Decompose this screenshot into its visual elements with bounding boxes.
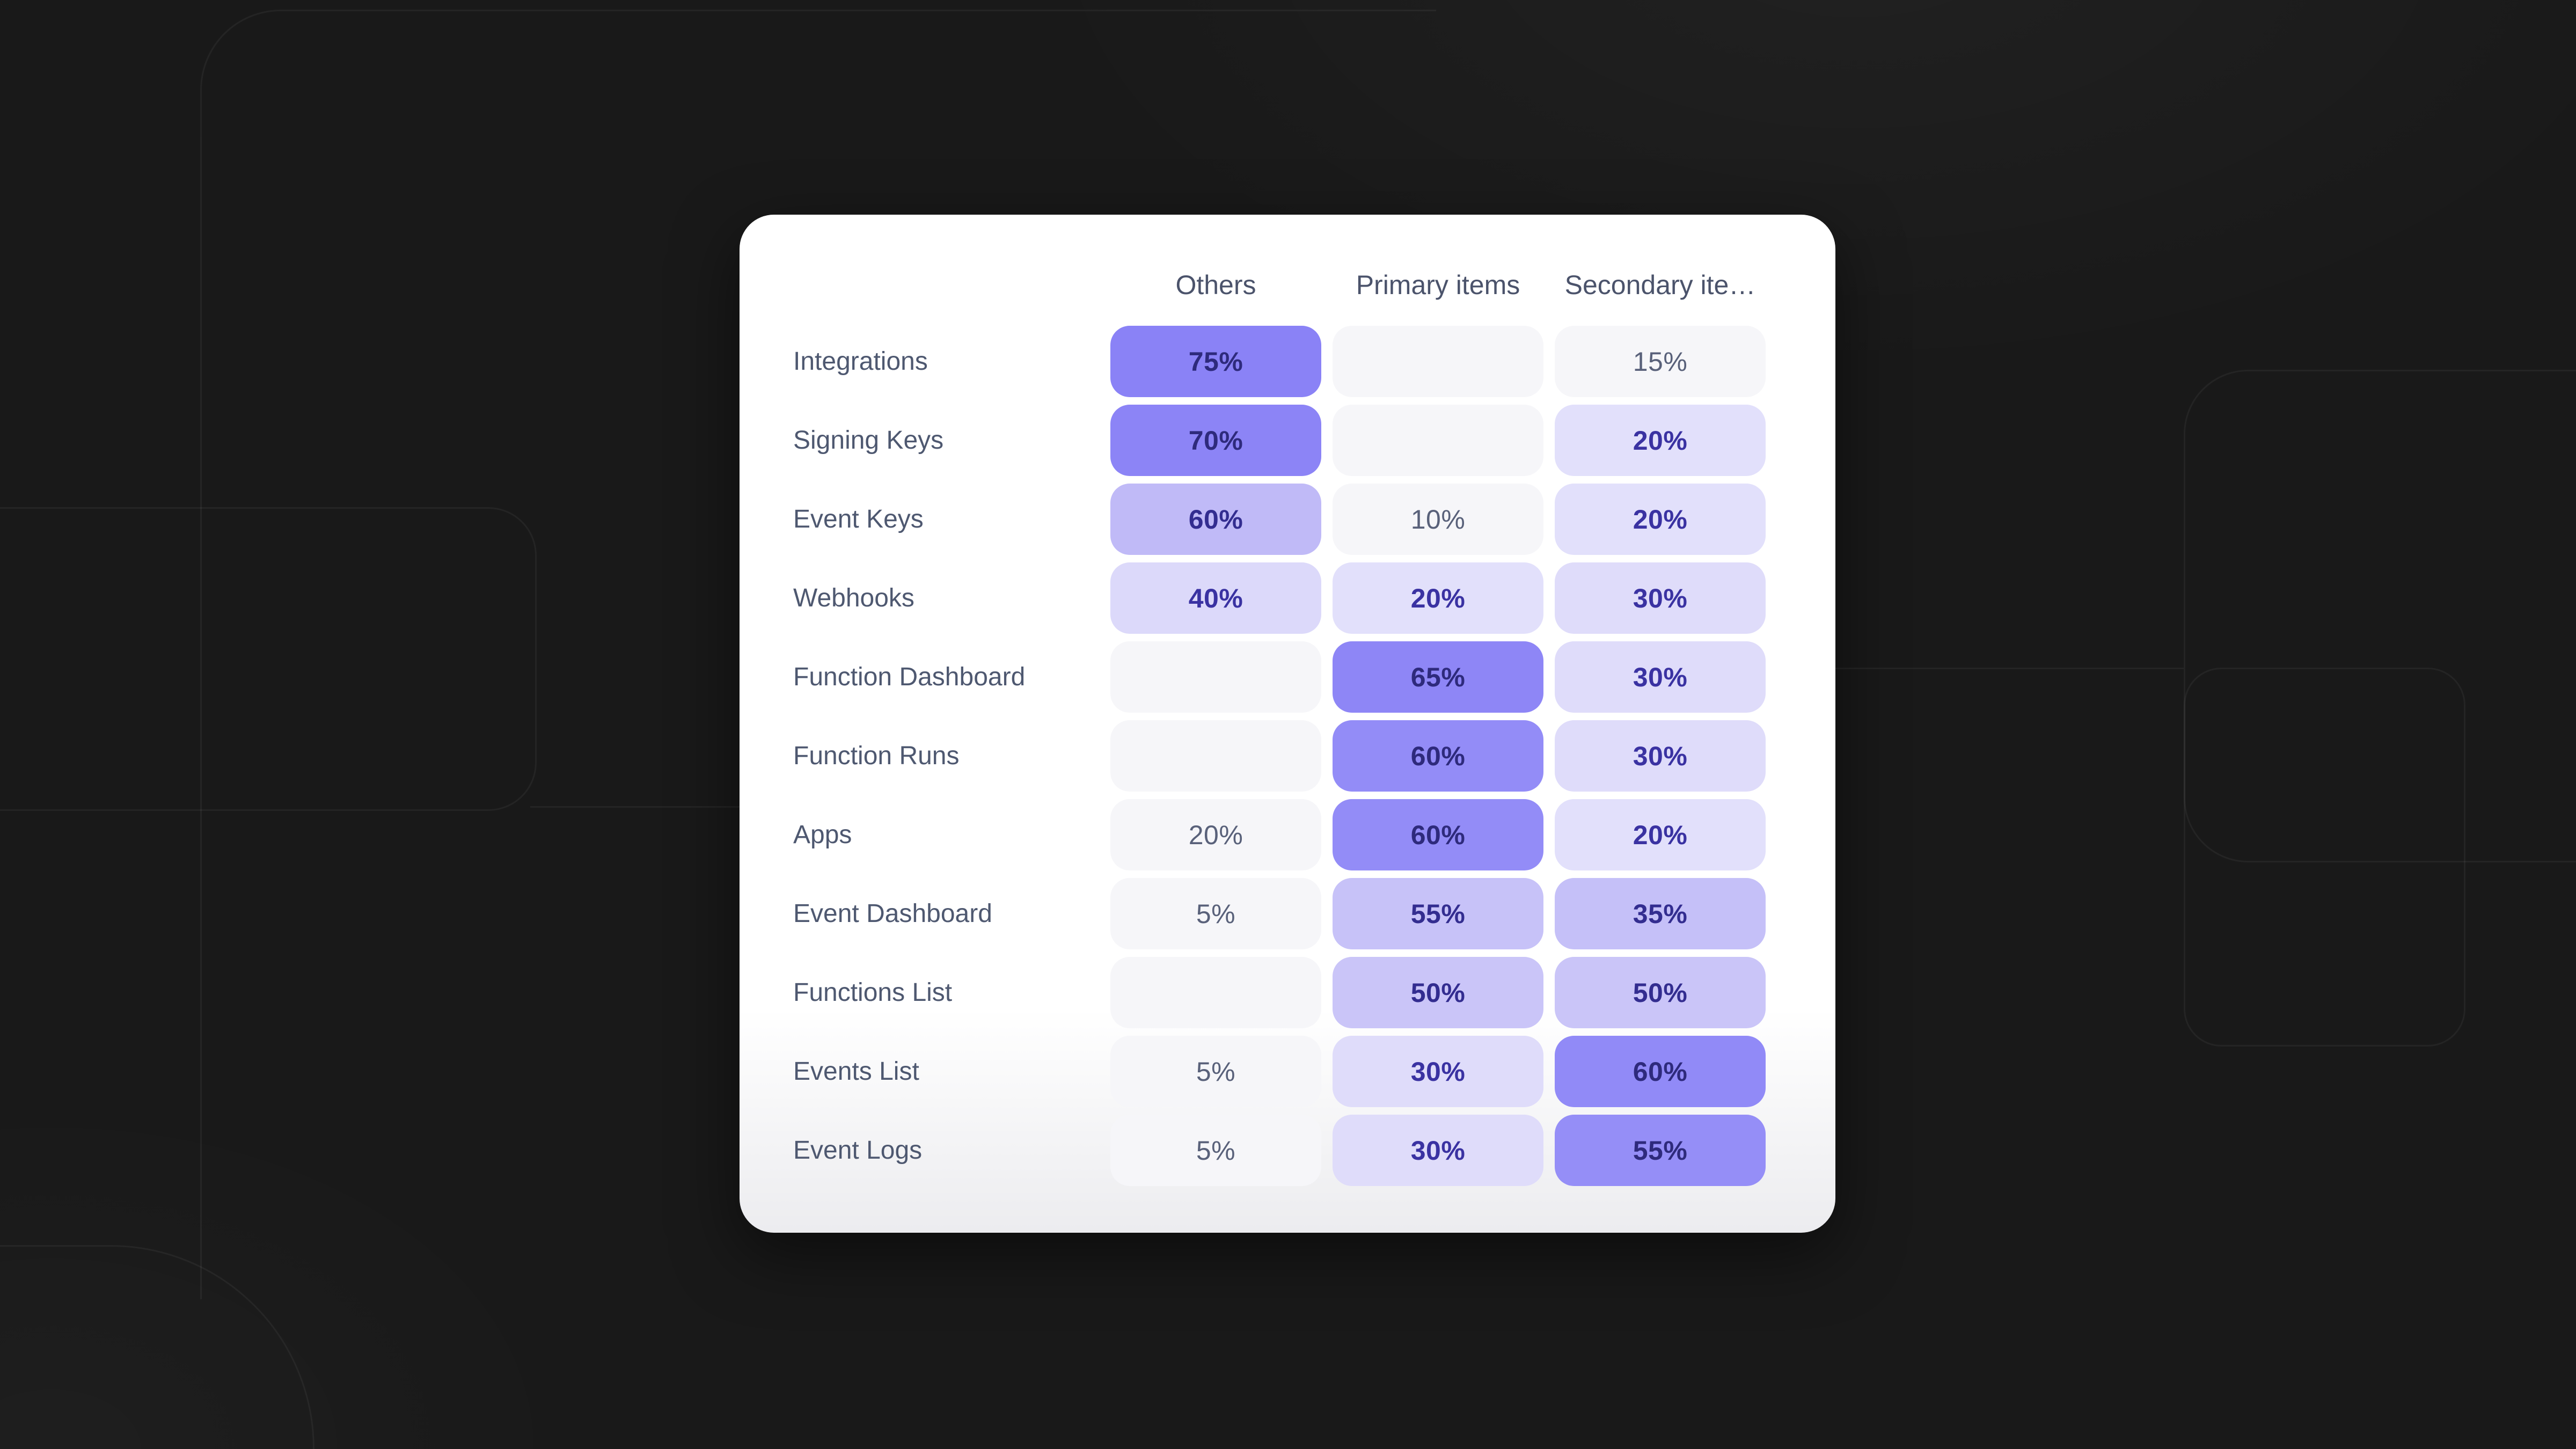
cell-value: 30%	[1633, 662, 1688, 692]
cell-value: 60%	[1410, 819, 1466, 850]
heatmap-cell: 20%	[1333, 562, 1543, 634]
heatmap-cell: 15%	[1555, 326, 1766, 397]
cell-value: 75%	[1188, 346, 1243, 377]
cell-value: 20%	[1188, 819, 1243, 850]
cell-value: 60%	[1410, 741, 1466, 771]
cell-value: 30%	[1410, 1056, 1466, 1087]
cell-value: 70%	[1188, 425, 1243, 456]
cell-value: 20%	[1633, 819, 1688, 850]
cell-value: 60%	[1188, 504, 1243, 535]
cell-value: 50%	[1410, 977, 1466, 1008]
heatmap-cell: 70%	[1110, 405, 1321, 476]
row-label: Functions List	[793, 978, 953, 1007]
heatmap-cell: 30%	[1555, 720, 1766, 792]
row-label: Events List	[793, 1057, 919, 1086]
background-shape-left	[0, 507, 537, 811]
cell-value: 20%	[1410, 583, 1466, 613]
heatmap-cell	[1110, 641, 1321, 713]
heatmap-cell	[1333, 405, 1543, 476]
row-label: Signing Keys	[793, 426, 944, 455]
heatmap-cell: 20%	[1555, 484, 1766, 555]
cell-value: 50%	[1633, 977, 1688, 1008]
cell-value: 5%	[1196, 1135, 1236, 1166]
cell-value: 40%	[1188, 583, 1243, 613]
heatmap-cell: 60%	[1555, 1036, 1766, 1107]
heatmap-cell	[1110, 720, 1321, 792]
heatmap-cell: 60%	[1110, 484, 1321, 555]
background-line-left	[530, 806, 741, 808]
cell-value: 20%	[1633, 425, 1688, 456]
background-shape-bottom-left	[0, 1245, 314, 1449]
cell-value: 30%	[1633, 741, 1688, 771]
heatmap-cell: 65%	[1333, 641, 1543, 713]
heatmap-cell: 5%	[1110, 1036, 1321, 1107]
background-shape-right-large	[2184, 370, 2576, 862]
background-line-right	[1835, 668, 2184, 669]
heatmap-cell: 30%	[1333, 1036, 1543, 1107]
heatmap-cell: 20%	[1110, 799, 1321, 870]
column-header-secondary: Secondary ite…	[1564, 269, 1756, 300]
row-label: Event Dashboard	[793, 899, 992, 928]
heatmap-cell: 55%	[1333, 878, 1543, 949]
row-label: Apps	[793, 821, 852, 849]
column-header-primary: Primary items	[1356, 269, 1520, 300]
cell-value: 5%	[1196, 898, 1236, 929]
row-label: Function Dashboard	[793, 663, 1026, 691]
corner-spacer	[793, 251, 1099, 318]
heatmap-cell: 50%	[1333, 957, 1543, 1028]
heatmap-cell: 30%	[1555, 641, 1766, 713]
heatmap-cell: 5%	[1110, 878, 1321, 949]
heatmap-cell: 75%	[1110, 326, 1321, 397]
cell-value: 10%	[1410, 504, 1466, 535]
heatmap-card: Others Primary items Secondary ite… Inte…	[740, 215, 1835, 1233]
row-label: Function Runs	[793, 742, 960, 770]
cell-value: 60%	[1633, 1056, 1688, 1087]
cell-value: 20%	[1633, 504, 1688, 535]
cell-value: 15%	[1633, 346, 1688, 377]
cell-value: 30%	[1410, 1135, 1466, 1166]
cell-value: 35%	[1633, 898, 1688, 929]
row-label: Integrations	[793, 347, 928, 376]
background-shape-right-small	[2184, 668, 2465, 1046]
heatmap-cell: 55%	[1555, 1115, 1766, 1186]
row-label: Event Keys	[793, 505, 924, 533]
heatmap-cell: 60%	[1333, 720, 1543, 792]
cell-value: 55%	[1410, 898, 1466, 929]
heatmap-cell: 20%	[1555, 405, 1766, 476]
cell-value: 30%	[1633, 583, 1688, 613]
row-label: Event Logs	[793, 1136, 923, 1165]
heatmap-cell: 30%	[1333, 1115, 1543, 1186]
heatmap-cell: 30%	[1555, 562, 1766, 634]
heatmap-cell: 60%	[1333, 799, 1543, 870]
heatmap-cell	[1110, 957, 1321, 1028]
heatmap-cell: 50%	[1555, 957, 1766, 1028]
heatmap-cell: 10%	[1333, 484, 1543, 555]
heatmap-cell: 40%	[1110, 562, 1321, 634]
heatmap-cell: 35%	[1555, 878, 1766, 949]
heatmap-cell: 20%	[1555, 799, 1766, 870]
cell-value: 55%	[1633, 1135, 1688, 1166]
cell-value: 5%	[1196, 1056, 1236, 1087]
row-label: Webhooks	[793, 584, 914, 612]
heatmap-cell	[1333, 326, 1543, 397]
column-header-others: Others	[1175, 269, 1256, 300]
heatmap-cell: 5%	[1110, 1115, 1321, 1186]
heatmap-grid: Others Primary items Secondary ite… Inte…	[793, 215, 1835, 1186]
cell-value: 65%	[1410, 662, 1466, 692]
